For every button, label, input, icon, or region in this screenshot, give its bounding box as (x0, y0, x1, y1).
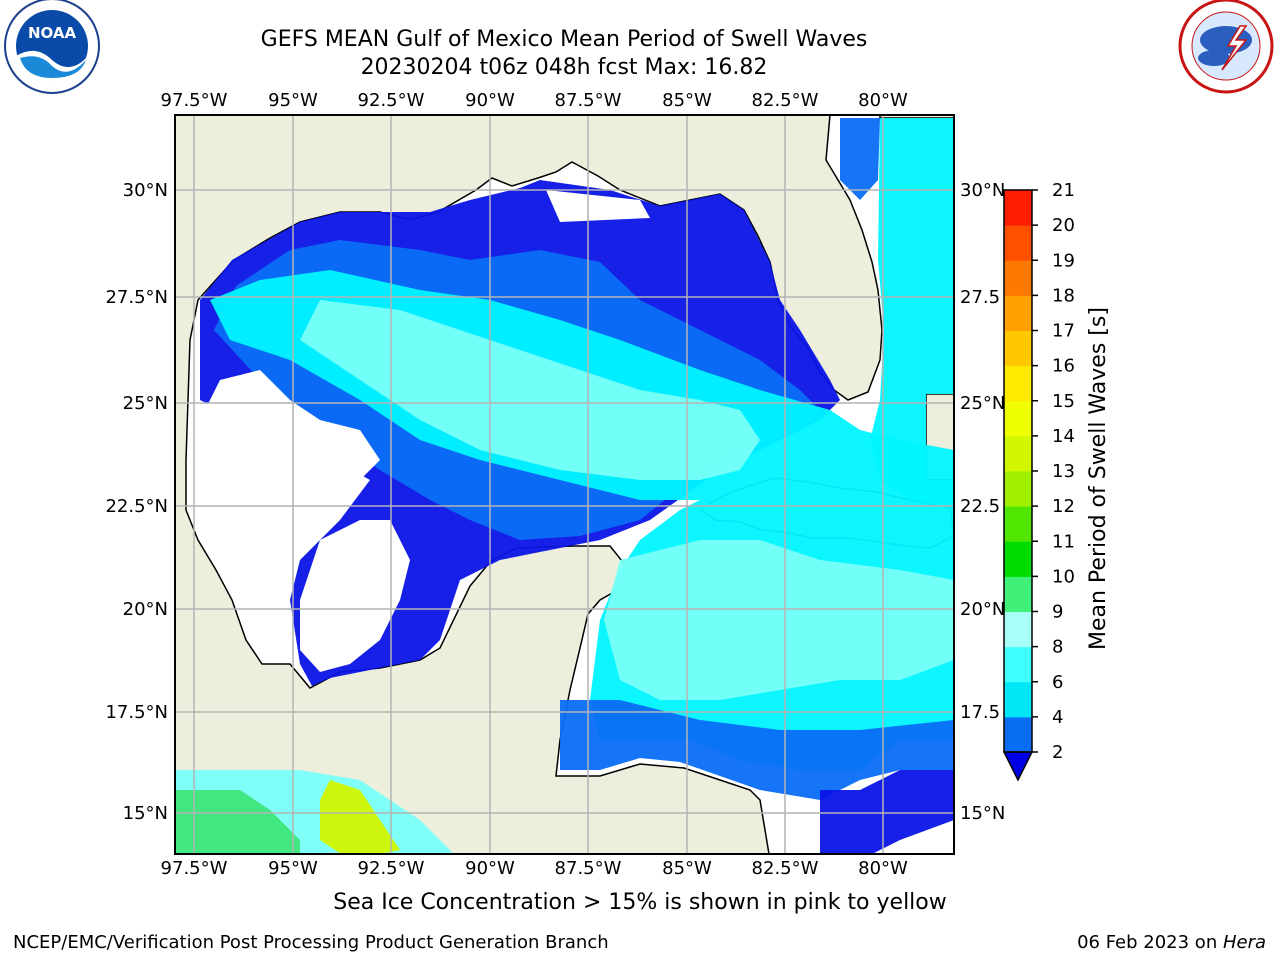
colorbar-segment (1004, 646, 1032, 683)
no-data-area (200, 370, 380, 580)
axis-tick-label: 90°W (465, 858, 515, 879)
footer-date-text: 06 Feb 2023 on (1077, 932, 1223, 953)
colorbar-segment (1004, 435, 1032, 472)
axis-tick-label: 80°W (858, 90, 908, 111)
axis-tick-label: 25°N (123, 393, 168, 414)
colorbar-tick-label: 16 (1052, 356, 1075, 377)
colorbar-segment (1004, 541, 1032, 577)
footer-host: Hera (1222, 932, 1266, 953)
axis-tick-label: 22.5°N (105, 496, 168, 517)
colorbar-tick-label: 17 (1052, 321, 1075, 342)
axis-tick-label: 20°N (960, 599, 1005, 620)
swell-period-contour (820, 770, 954, 854)
colorbar-tick-label: 8 (1052, 637, 1063, 658)
colorbar-tick-label: 12 (1052, 496, 1075, 517)
colorbar-extend-arrow (1002, 751, 1034, 782)
colorbar-segment (1004, 716, 1032, 753)
axis-tick-label: 97.5°W (161, 858, 228, 879)
axis-tick-label: 17.5°N (105, 702, 168, 723)
latitude-labels-left: 30°N 27.5°N 25°N 22.5°N 20°N 17.5°N 15°N (105, 180, 168, 824)
axis-tick-label: 17.5 (960, 702, 1000, 723)
colorbar-segment (1004, 400, 1032, 437)
longitude-labels-top: 97.5°W 95°W 92.5°W 90°W 87.5°W 85°W 82.5°W 80°W (161, 90, 908, 111)
colorbar-segment (1004, 330, 1032, 367)
swell-period-contour (560, 700, 954, 800)
axis-tick-label: 15°N (123, 803, 168, 824)
map-subtitle: 20230204 t06z 048h fcst Max: 16.82 (360, 55, 768, 80)
axis-tick-label: 92.5°W (358, 90, 425, 111)
colorbar-tick-label: 13 (1052, 461, 1075, 482)
colorbar-segment (1004, 576, 1032, 612)
axis-tick-label: 82.5°W (752, 90, 819, 111)
colorbar-tick-label: 4 (1052, 707, 1063, 728)
axis-tick-label: 15°N (960, 803, 1005, 824)
axis-tick-label: 90°W (465, 90, 515, 111)
map-frame (174, 114, 955, 855)
colorbar-tick-label: 11 (1052, 531, 1075, 552)
colorbar-segment (1004, 295, 1032, 331)
sea-ice-note: Sea Ice Concentration > 15% is shown in … (333, 890, 947, 915)
axis-tick-label: 20°N (123, 599, 168, 620)
axis-tick-label: 92.5°W (358, 858, 425, 879)
colorbar-segment (1004, 506, 1032, 542)
axis-tick-label: 82.5°W (752, 858, 819, 879)
colorbar-segment (1004, 471, 1032, 507)
colorbar: 2 4 6 8 9 10 11 12 13 14 15 16 17 18 19 20 21 (1002, 180, 1075, 782)
map-panel (174, 114, 955, 855)
colorbar-tick-label: 2 (1052, 742, 1063, 763)
colorbar-segment (1004, 681, 1032, 718)
map-title: GEFS MEAN Gulf of Mexico Mean Period of … (260, 27, 868, 52)
colorbar-segment (1004, 190, 1032, 226)
nws-logo (1178, 0, 1274, 94)
axis-tick-label: 30°N (960, 180, 1005, 201)
swell-period-contour (870, 118, 954, 508)
colorbar-tick-label: 10 (1052, 566, 1075, 587)
axis-tick-label: 97.5°W (161, 90, 228, 111)
axis-tick-label: 87.5°W (555, 90, 622, 111)
axis-tick-label: 30°N (123, 180, 168, 201)
colorbar-tick-label: 20 (1052, 215, 1075, 236)
swell-period-contour (840, 118, 880, 200)
footer-date: 06 Feb 2023 on Hera (1077, 932, 1266, 953)
axis-tick-label: 95°W (268, 90, 318, 111)
axis-tick-label: 80°W (858, 858, 908, 879)
colorbar-tick-label: 21 (1052, 180, 1075, 201)
swell-period-contour (300, 300, 760, 480)
no-data-area (546, 190, 650, 222)
swell-period-contour (175, 790, 300, 854)
swell-period-contour (604, 540, 954, 700)
axis-tick-label: 85°W (662, 858, 712, 879)
colorbar-segment (1004, 365, 1032, 402)
noaa-logo-text: NOAA (28, 24, 77, 42)
colorbar-title: Mean Period of Swell Waves [s] (1086, 307, 1111, 650)
axis-tick-label: 27.5°N (105, 287, 168, 308)
latitude-labels-right: 30°N 27.5 25°N 22.5 20°N 17.5 15°N (960, 180, 1005, 824)
footer-credit: NCEP/EMC/Verification Post Processing Pr… (13, 932, 609, 953)
colorbar-tick-label: 9 (1052, 602, 1063, 623)
longitude-labels-bottom: 97.5°W 95°W 92.5°W 90°W 87.5°W 85°W 82.5°W 80°W (161, 858, 908, 879)
colorbar-tick-label: 19 (1052, 250, 1075, 271)
colorbar-segment (1004, 260, 1032, 296)
axis-tick-label: 87.5°W (555, 858, 622, 879)
colorbar-tick-label: 15 (1052, 391, 1075, 412)
swell-period-contour (320, 780, 400, 854)
colorbar-segment (1004, 611, 1032, 648)
axis-tick-label: 25°N (960, 393, 1005, 414)
colorbar-segment (1004, 225, 1032, 261)
colorbar-tick-label: 14 (1052, 426, 1075, 447)
no-data-area (300, 520, 410, 672)
axis-tick-label: 85°W (662, 90, 712, 111)
axis-tick-label: 27.5 (960, 287, 1000, 308)
noaa-logo: NOAA (4, 0, 100, 94)
axis-tick-label: 22.5 (960, 496, 1000, 517)
colorbar-tick-label: 6 (1052, 672, 1063, 693)
colorbar-tick-label: 18 (1052, 285, 1075, 306)
axis-tick-label: 95°W (268, 858, 318, 879)
